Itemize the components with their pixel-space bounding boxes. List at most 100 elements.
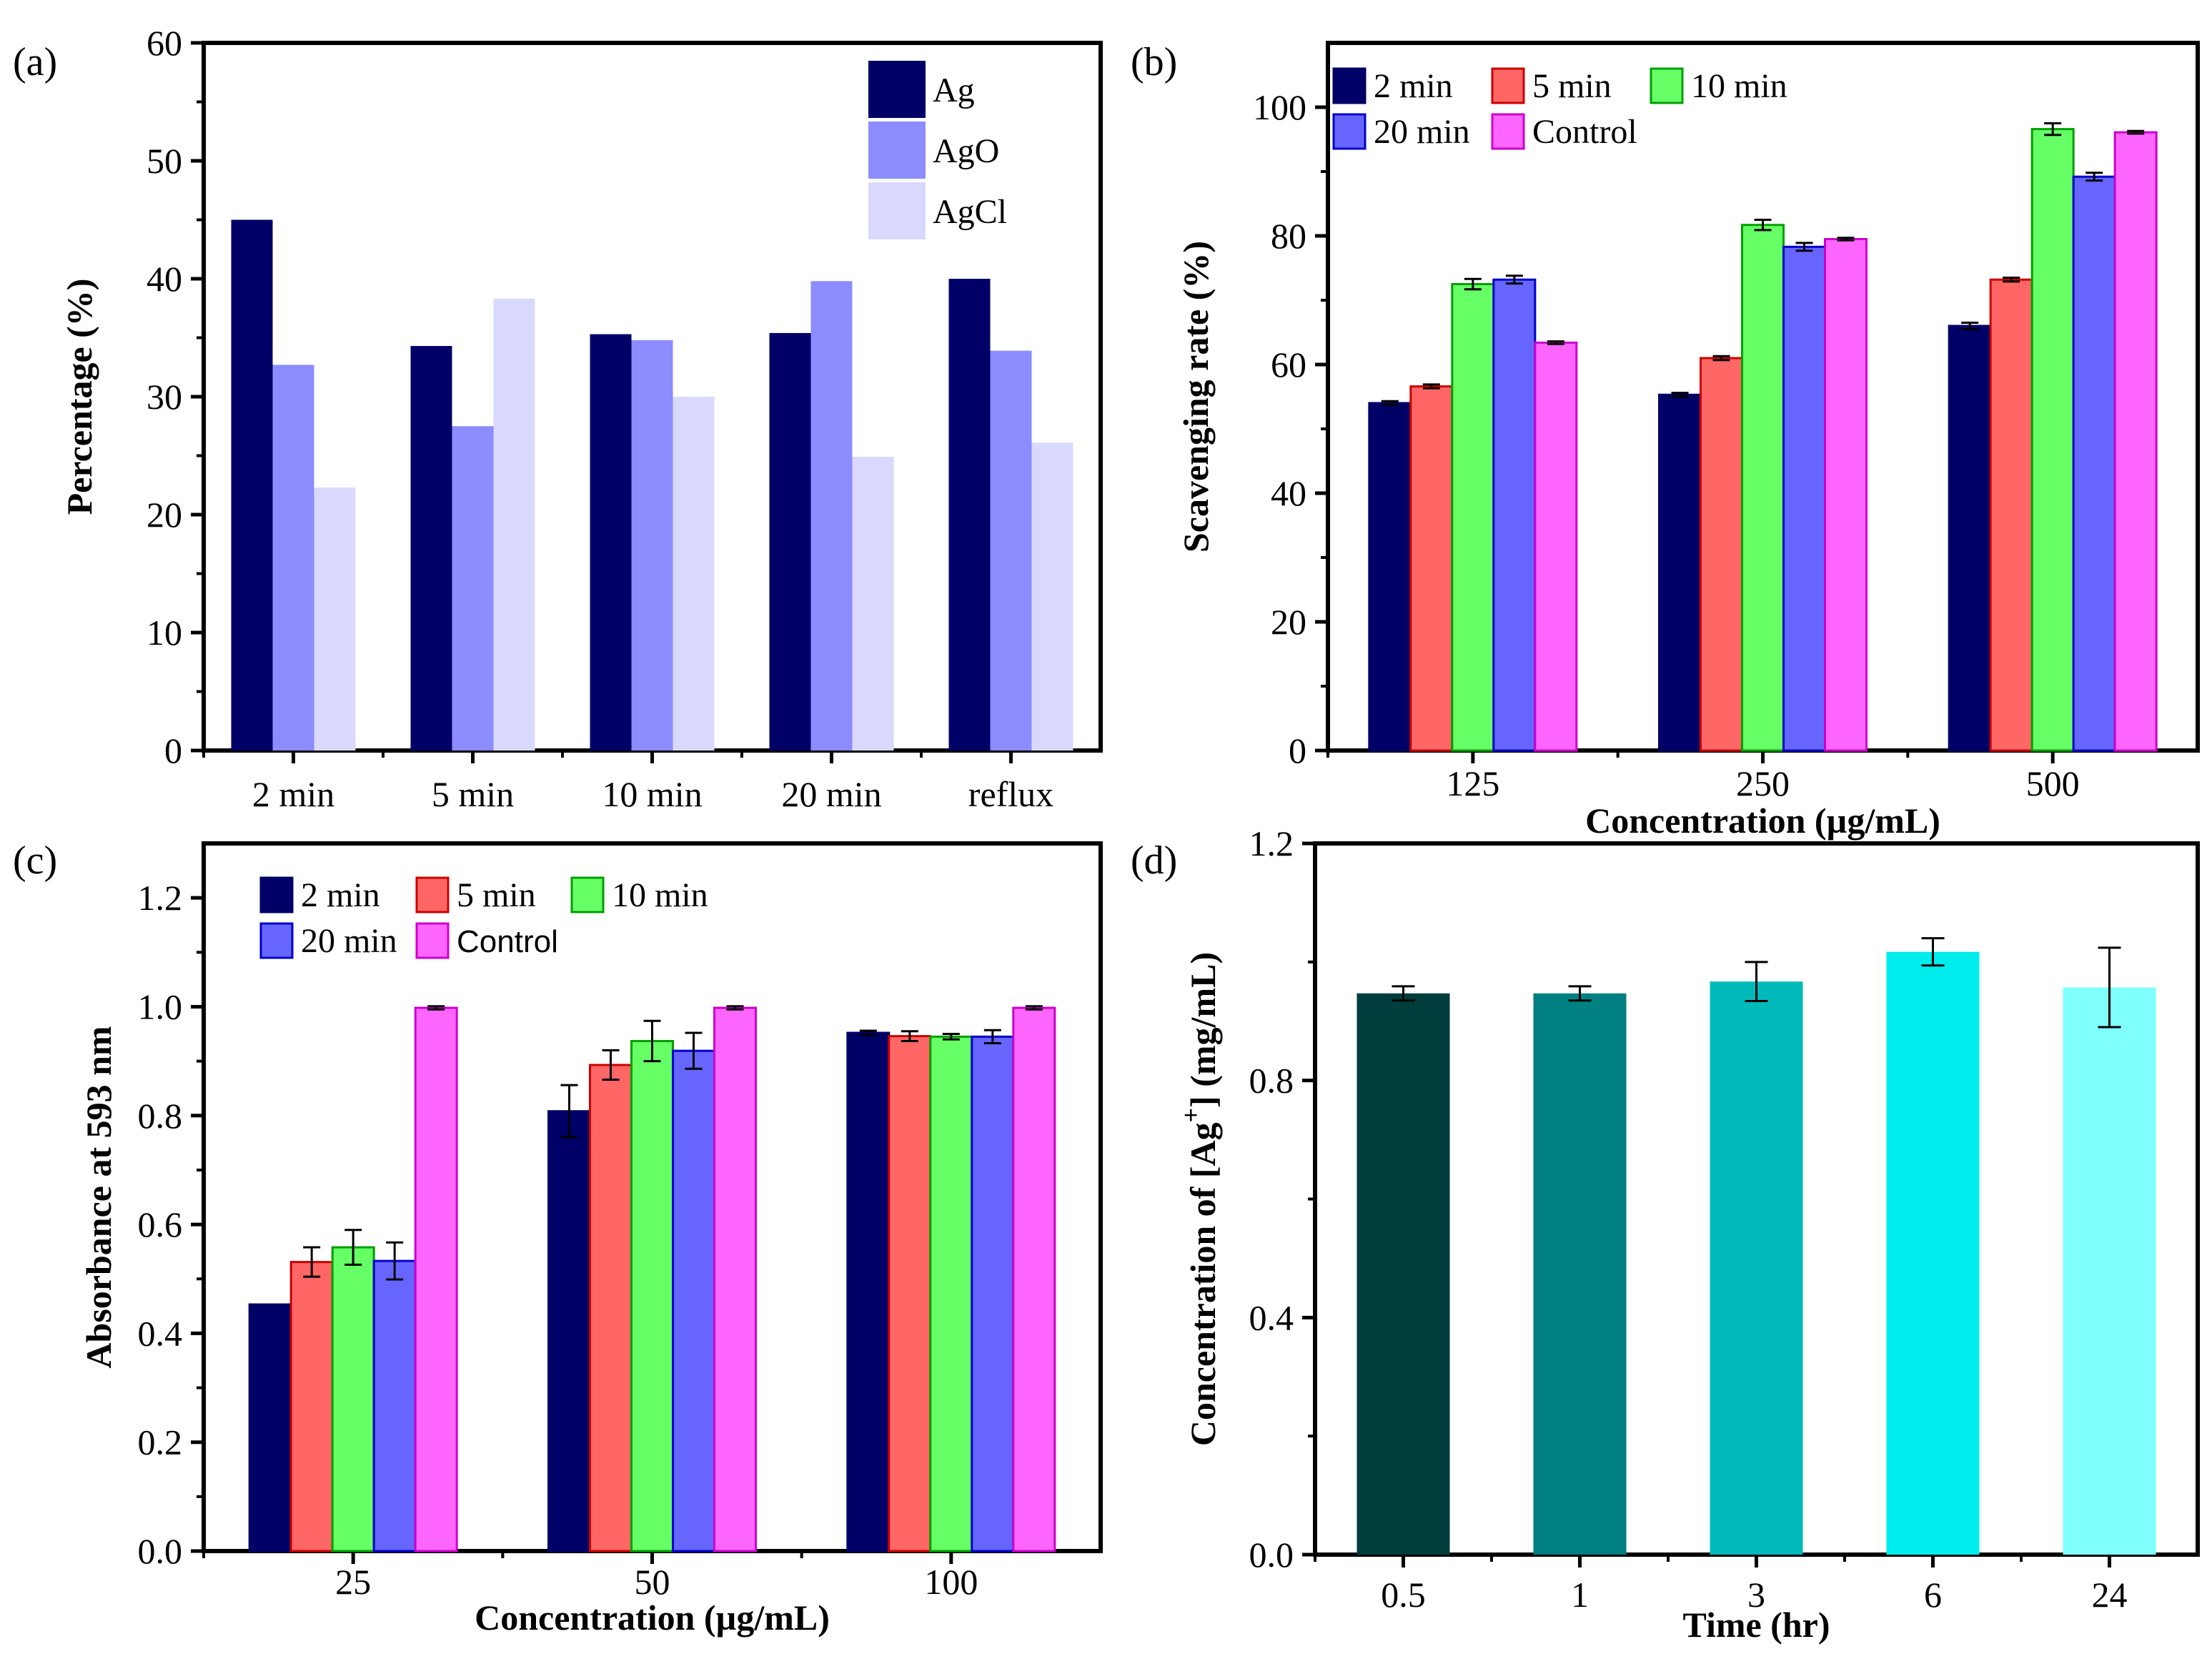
x-tick-label: 5 min (432, 774, 514, 814)
legend-swatch-agcl (868, 182, 926, 239)
panel-letter: (a) (13, 40, 57, 84)
bar-20-min-500 (2072, 175, 2116, 752)
bar-10-min-100 (929, 1035, 973, 1552)
y-axis-title-sup: + (1176, 1108, 1205, 1123)
bar-20-min-50 (672, 1049, 715, 1552)
legend-label-5-min: 5 min (457, 876, 536, 914)
legend-swatch-ag (868, 61, 926, 118)
bar-ag-20-min (769, 332, 811, 751)
y-tick-label: 100 (1253, 87, 1306, 127)
bar-control-25 (414, 1006, 458, 1552)
bar-10-min-125 (1451, 283, 1495, 752)
legend-label-control: Control (1532, 113, 1637, 151)
bar-ag-reflux (948, 279, 991, 751)
y-tick-label: 60 (1271, 345, 1306, 385)
bar-2-min-25 (248, 1303, 292, 1552)
panel-letter: (d) (1131, 838, 1177, 883)
y-axis-title-part: Concentration of [Ag (1183, 1122, 1223, 1446)
legend-swatch-5-min (415, 876, 450, 913)
legend-label-5-min: 5 min (1532, 67, 1612, 105)
bar-time-6 (1886, 951, 1980, 1555)
bar-agcl-2-min (314, 487, 356, 751)
bar-ago-5-min (452, 426, 494, 751)
y-tick-label: 20 (147, 495, 182, 535)
bar-control-500 (2113, 131, 2158, 752)
x-axis-title: Time (hr) (1683, 1605, 1830, 1645)
legend-label-agcl: AgCl (933, 193, 1007, 231)
panel-b: 0 20 40 60 80 100 (b) Scavenging rate (%) 125 250… (1131, 40, 2200, 841)
legend-label-20-min: 20 min (1374, 113, 1470, 151)
legend-swatch-20-min (259, 922, 294, 959)
y-tick-label: 20 (1271, 602, 1306, 642)
y-tick-label: 1.0 (138, 986, 183, 1026)
y-tick-label: 10 (147, 613, 182, 653)
y-tick-label: 0 (1289, 731, 1306, 771)
x-tick-label: 250 (1736, 763, 1790, 803)
bar-time-3 (1710, 981, 1803, 1555)
x-tick-label: reflux (968, 774, 1053, 814)
y-tick-label: 0.8 (138, 1096, 183, 1136)
bar-5-min-50 (589, 1064, 633, 1552)
bar-control-100 (1012, 1006, 1056, 1552)
legend-label-2-min: 2 min (1374, 67, 1453, 105)
bar-2-min-50 (547, 1110, 591, 1552)
x-tick-label: 20 min (781, 774, 881, 814)
bar-5-min-250 (1700, 357, 1743, 752)
x-tick-label: 25 (335, 1562, 371, 1602)
panel-d: 0.0 0.4 0.8 1.2 (d) Concentration of [Ag+] (m… (1131, 823, 2200, 1645)
bar-5-min-100 (888, 1035, 932, 1552)
panel-letter: (b) (1131, 40, 1177, 84)
bar-ag-2-min (231, 219, 273, 751)
bar-2-min-125 (1368, 402, 1412, 752)
panel-letter: (c) (13, 838, 57, 883)
legend-label-ag: Ag (933, 71, 975, 109)
bar-10-min-500 (2030, 128, 2075, 752)
y-axis-title-part: ] (mg/mL) (1183, 952, 1223, 1108)
x-axis-title: Concentration (µg/mL) (1585, 801, 1940, 841)
y-tick-label: 30 (147, 377, 182, 417)
bar-time-0-5 (1357, 993, 1450, 1555)
bar-ag-5-min (410, 346, 452, 751)
y-tick-label: 0.4 (1249, 1297, 1294, 1337)
bar-20-min-250 (1782, 245, 1826, 752)
x-tick-label: 0.5 (1381, 1575, 1426, 1615)
legend-swatch-20-min (1332, 113, 1367, 150)
bar-control-250 (1824, 238, 1868, 752)
y-tick-label: 0.0 (138, 1531, 183, 1571)
bar-20-min-100 (971, 1035, 1015, 1552)
bar-10-min-25 (331, 1246, 375, 1552)
bar-20-min-125 (1492, 278, 1537, 752)
y-tick-label: 0.4 (138, 1313, 183, 1353)
y-tick-label: 0.8 (1249, 1061, 1294, 1101)
legend-swatch-10-min (570, 876, 605, 913)
x-tick-label: 500 (2026, 763, 2080, 803)
legend-swatch-2-min (259, 876, 294, 913)
y-tick-label: 1.2 (1249, 823, 1294, 863)
bar-ago-20-min (810, 281, 853, 751)
bar-10-min-250 (1741, 224, 1785, 752)
y-tick-label: 40 (147, 259, 182, 299)
panel-c: 0.0 0.2 0.4 0.6 0.8 1.0 1.2 (c) Absorbance at 59… (13, 838, 1103, 1638)
bar-2-min-100 (846, 1031, 891, 1552)
bar-time-1 (1533, 993, 1627, 1555)
legend-label-control: Control (457, 924, 558, 959)
bar-agcl-10-min (673, 397, 715, 751)
bar-ag-10-min (590, 334, 632, 751)
x-tick-label: 125 (1446, 763, 1499, 803)
bar-agcl-20-min (852, 457, 894, 751)
bar-control-50 (713, 1006, 757, 1552)
legend-swatch-10-min (1650, 67, 1684, 104)
y-axis-title: Concentration of [Ag+] (mg/mL) (1176, 952, 1223, 1446)
bar-ago-2-min (272, 365, 314, 751)
legend-swatch-control (1491, 113, 1525, 150)
bar-agcl-reflux (1031, 442, 1073, 751)
bar-ago-reflux (990, 350, 1032, 751)
bar-ago-10-min (631, 340, 673, 751)
x-axis-title: Concentration (µg/mL) (475, 1598, 830, 1638)
y-axis-title: Scavenging rate (%) (1176, 241, 1216, 553)
x-tick-label: 10 min (602, 774, 702, 814)
y-axis-title: Absorbance at 593 nm (79, 1026, 119, 1368)
x-tick-label: 6 (1924, 1575, 1942, 1615)
y-axis-title: Percentage (%) (59, 279, 99, 515)
bar-5-min-25 (289, 1261, 334, 1552)
